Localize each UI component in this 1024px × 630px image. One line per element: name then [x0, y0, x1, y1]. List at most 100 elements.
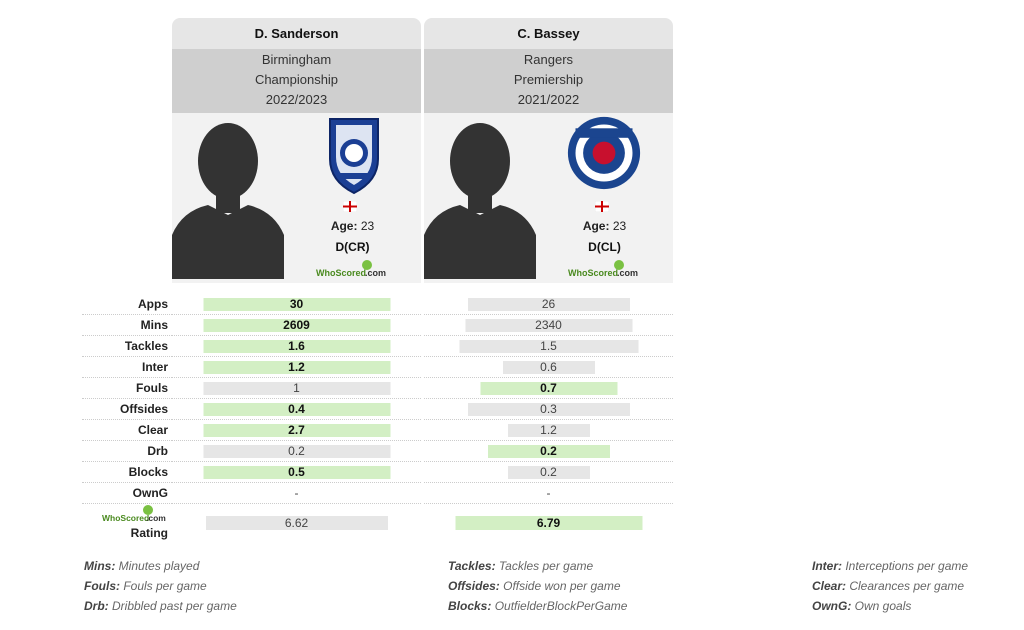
stat-cell: 0.5 [172, 462, 421, 483]
legend-column: Mins: Minutes played Fouls: Fouls per gam… [84, 556, 237, 616]
legend-item: Mins: Minutes played [84, 559, 200, 573]
stat-values-bassey: 26 2340 1.5 0.6 0.7 0.3 1.2 0.2 0.2 - [424, 294, 673, 504]
player-club[interactable]: Birmingham [261, 52, 332, 67]
rating-value-sanderson: 6.62 [172, 504, 421, 542]
player-silhouette-icon [424, 123, 536, 279]
player-card-bassey: C. Bassey Rangers Premiership 2021/2022 … [424, 18, 673, 283]
stat-value: 2.7 [288, 423, 305, 437]
rating-value: 6.79 [536, 516, 561, 530]
legend-item: Tackles: Tackles per game [448, 559, 594, 573]
player-card-sanderson: D. Sanderson Birmingham Championship 202… [172, 18, 421, 283]
stat-value: 1.6 [288, 339, 305, 353]
stat-labels: Apps Mins Tackles Inter Fouls Offsides Clear Dr… [82, 294, 172, 504]
england-flag-icon [595, 201, 609, 212]
legend-item: Blocks: OutfielderBlockPerGame [448, 599, 628, 613]
stat-value: 0.2 [288, 444, 305, 458]
stat-cell: 1.5 [424, 336, 673, 357]
stat-bar [465, 319, 632, 332]
stat-label: Apps [82, 294, 172, 315]
player-position: D(CL) [588, 240, 621, 254]
stat-value: - [546, 486, 551, 500]
player-club[interactable]: Rangers [523, 52, 574, 67]
svg-text:.com: .com [365, 268, 386, 278]
stat-cell: - [424, 483, 673, 504]
rating-value: 6.62 [284, 516, 309, 530]
stat-cell: 0.4 [172, 399, 421, 420]
stat-cell: 1.2 [172, 357, 421, 378]
whoscored-logo-icon: WhoScored .com [316, 260, 386, 278]
england-flag-icon [343, 201, 357, 212]
stat-label: Clear [82, 420, 172, 441]
player-name[interactable]: D. Sanderson [172, 18, 421, 49]
whoscored-logo-icon: WhoScored .com [568, 260, 638, 278]
player-profile: Age: 23 D(CR) WhoScored .com [172, 113, 421, 283]
stat-bar [203, 424, 390, 437]
stat-bar [507, 466, 590, 479]
player-season: 2022/2023 [265, 92, 328, 107]
stat-value: 0.3 [540, 402, 557, 416]
stat-bar [203, 319, 390, 332]
stat-label: Drb [82, 441, 172, 462]
rating-value-bassey: 6.79 [424, 504, 673, 542]
stat-cell: - [172, 483, 421, 504]
legend-item: Drb: Dribbled past per game [84, 599, 237, 613]
stat-cell: 0.6 [424, 357, 673, 378]
stat-cell: 2340 [424, 315, 673, 336]
stat-bar [203, 403, 390, 416]
stat-cell: 26 [424, 294, 673, 315]
stat-bar [203, 298, 390, 311]
stat-value: 0.2 [540, 444, 557, 458]
stat-bar [203, 340, 390, 353]
stat-bar [487, 445, 610, 458]
stat-label: Fouls [82, 378, 172, 399]
stat-cell: 1.6 [172, 336, 421, 357]
player-silhouette-icon [172, 123, 284, 279]
player-info: Rangers Premiership 2021/2022 [424, 49, 673, 113]
stat-label: Blocks [82, 462, 172, 483]
svg-text:WhoScored: WhoScored [102, 513, 149, 523]
stat-bar [480, 382, 617, 395]
stat-cell: 0.7 [424, 378, 673, 399]
player-age: Age: 23 [330, 219, 375, 233]
stat-value: 2340 [535, 318, 562, 332]
stat-value: 1 [293, 381, 300, 395]
stat-value: 30 [289, 297, 304, 311]
player-name[interactable]: C. Bassey [424, 18, 673, 49]
player-profile: Age: 23 D(CL) WhoScored .com [424, 113, 673, 283]
legend-item: Fouls: Fouls per game [84, 579, 207, 593]
player-info: Birmingham Championship 2022/2023 [172, 49, 421, 113]
stat-bar [467, 298, 630, 311]
player-league: Premiership [513, 72, 584, 87]
stat-value: 0.7 [540, 381, 557, 395]
stat-cell: 2.7 [172, 420, 421, 441]
stat-label: Mins [82, 315, 172, 336]
whoscored-logo-icon: WhoScored .com [102, 505, 166, 523]
stat-bar [203, 445, 390, 458]
rangers-fc-badge-icon [567, 116, 641, 190]
legend-item: Inter: Interceptions per game [812, 559, 969, 573]
stat-bar [467, 403, 630, 416]
legend-item: Offsides: Offside won per game [448, 579, 621, 593]
stat-value: 0.2 [540, 465, 557, 479]
stat-value: 2609 [283, 318, 310, 332]
stat-bar [203, 361, 390, 374]
legend-item: OwnG: Own goals [812, 599, 912, 613]
stat-cell: 1 [172, 378, 421, 399]
svg-text:.com: .com [617, 268, 638, 278]
player-age: Age: 23 [582, 219, 627, 233]
stat-label: Offsides [82, 399, 172, 420]
stat-value: - [294, 486, 299, 500]
stat-bar [507, 424, 590, 437]
player-season: 2021/2022 [517, 92, 580, 107]
stat-cell: 1.2 [424, 420, 673, 441]
player-position: D(CR) [335, 240, 370, 254]
svg-text:WhoScored: WhoScored [316, 268, 366, 278]
stat-value: 26 [541, 297, 556, 311]
stat-bar [203, 382, 390, 395]
rating-text: Rating [130, 526, 168, 540]
svg-text:WhoScored: WhoScored [568, 268, 618, 278]
player-league: Championship [254, 72, 339, 87]
stat-bar [459, 340, 638, 353]
stat-cell: 30 [172, 294, 421, 315]
stat-value: 0.6 [540, 360, 557, 374]
